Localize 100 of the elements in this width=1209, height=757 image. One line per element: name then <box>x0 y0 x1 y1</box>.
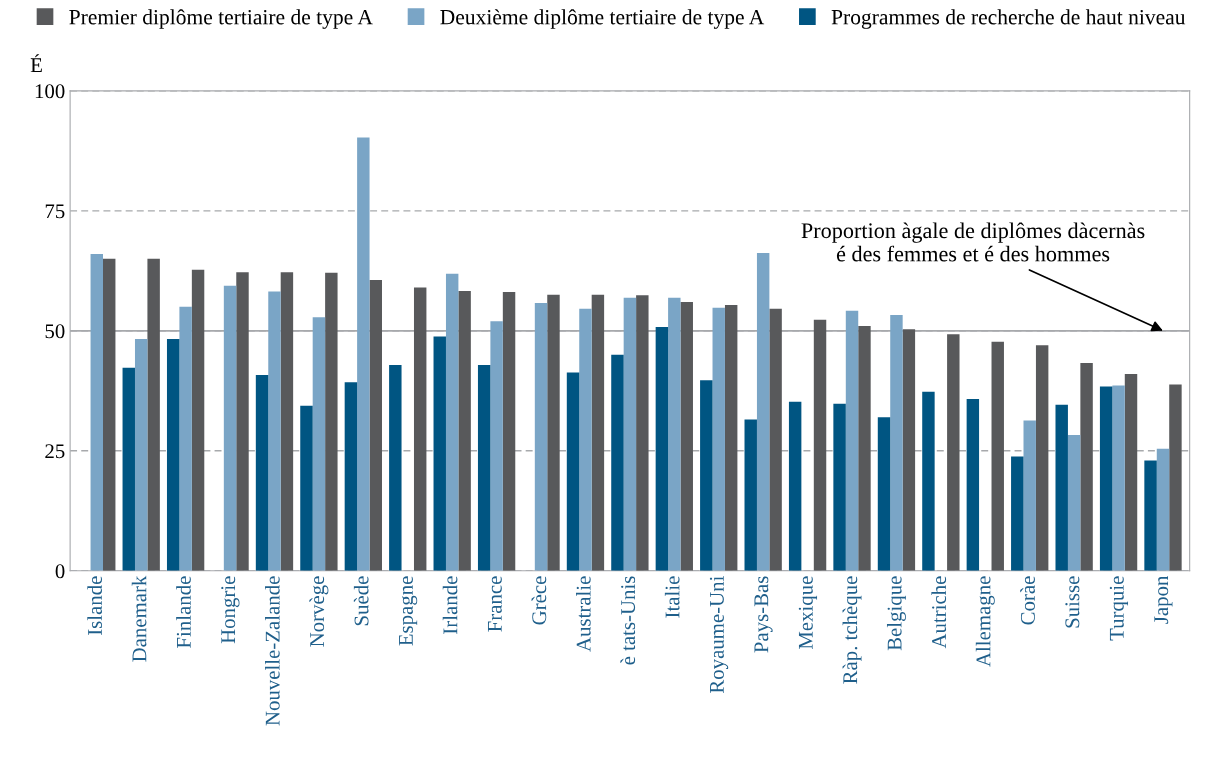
bar <box>756 253 770 571</box>
x-tick-label: Espagne <box>399 576 418 646</box>
bar <box>325 272 338 571</box>
bar <box>890 314 903 571</box>
x-tick-label: Ràp. tchèque <box>842 576 862 684</box>
bar <box>1011 456 1024 571</box>
bar <box>312 317 326 571</box>
bar <box>369 279 382 571</box>
bar <box>845 310 859 571</box>
x-tick-label: Allemagne <box>975 576 995 667</box>
bar <box>534 302 548 571</box>
bar <box>357 137 370 571</box>
x-tick-label: Mexique <box>798 576 818 650</box>
bar <box>1099 386 1113 571</box>
x-tick-label: Italie <box>664 576 680 618</box>
bar <box>1067 434 1081 571</box>
bar <box>1156 448 1170 571</box>
bar <box>769 308 782 571</box>
y-tick-label: 75 <box>45 204 65 219</box>
bar <box>947 334 960 571</box>
x-tick-label: Irlande <box>442 576 458 634</box>
bar <box>445 273 459 571</box>
bar <box>147 258 160 571</box>
bar <box>413 287 427 571</box>
bar <box>236 272 249 571</box>
bar <box>744 419 757 571</box>
bar <box>724 304 738 571</box>
y-tick-label: 0 <box>55 564 65 579</box>
bar <box>122 367 135 571</box>
bar <box>623 297 637 571</box>
x-tick-label: Pays-Bas <box>754 576 773 653</box>
bar <box>1169 384 1182 571</box>
bar <box>712 307 725 571</box>
x-tick-label: Coràe <box>1020 576 1035 625</box>
bar <box>268 291 281 571</box>
bar <box>611 354 624 571</box>
y-tick-label: 50 <box>45 324 65 339</box>
x-tick-label: è tats-Unis <box>620 576 636 665</box>
y-tick-label: 25 <box>45 444 65 459</box>
x-tick-label: Australie <box>576 576 591 652</box>
bar <box>636 295 649 571</box>
bar <box>191 269 205 571</box>
bar <box>547 294 560 571</box>
bar <box>389 364 402 571</box>
bar <box>1112 385 1125 571</box>
bar <box>922 391 935 571</box>
bar <box>477 364 491 571</box>
bar <box>179 306 192 571</box>
legend-label: Premier diplôme tertiaire de type A <box>69 9 373 29</box>
bar <box>1124 374 1138 571</box>
bar <box>788 401 802 571</box>
x-tick-label: Danemark <box>131 575 147 662</box>
bar <box>902 329 916 571</box>
x-tick-label: France <box>487 576 502 632</box>
bar <box>280 272 294 571</box>
bar <box>490 321 503 571</box>
bar <box>103 258 116 571</box>
x-tick-label: Hongrie <box>221 576 240 644</box>
bar <box>90 254 103 571</box>
x-tick-label: Finlande <box>176 576 191 648</box>
bar <box>579 308 592 571</box>
bar <box>877 417 891 571</box>
bar <box>502 291 516 571</box>
bar <box>566 372 580 571</box>
bar <box>833 403 846 571</box>
bar <box>300 405 313 571</box>
bar <box>1023 420 1036 571</box>
bar <box>134 338 148 571</box>
bar <box>655 326 669 571</box>
x-tick-label: Turquie <box>1109 576 1129 641</box>
bar <box>166 338 180 571</box>
bar <box>1144 460 1157 571</box>
x-tick-label: Japon <box>1154 575 1173 624</box>
x-tick-label: Suisse <box>1065 576 1080 628</box>
y-tick-label: 100 <box>35 84 65 99</box>
bar <box>668 297 681 571</box>
annotation: Proportion àgale de diplômes dàcernàs é des femmes et é des hommes <box>801 222 1145 262</box>
x-tick-label: Belgique <box>886 576 906 651</box>
x-tick-label: Nouvelle-Zalande <box>265 576 280 726</box>
legend-label: Programmes de recherche de haut niveau <box>831 9 1186 29</box>
x-tick-label: Suède <box>353 576 369 626</box>
x-tick-label: Norvège <box>309 576 329 647</box>
bar <box>458 290 471 571</box>
bar <box>858 326 871 571</box>
bar <box>344 382 358 571</box>
bar <box>1035 345 1049 571</box>
x-tick-label: Royaume-Uni <box>709 576 729 694</box>
bar <box>966 398 980 571</box>
bar <box>1055 404 1068 571</box>
x-tick-label: Islande <box>87 576 102 636</box>
x-tick-label: Autriche <box>931 576 947 649</box>
bar <box>255 374 269 571</box>
x-tick-label: Grèce <box>531 576 547 625</box>
bar <box>813 319 827 571</box>
legend-label: Deuxième diplôme tertiaire de type A <box>440 9 765 29</box>
bar <box>433 336 446 571</box>
bar <box>591 294 605 571</box>
bar <box>700 380 713 571</box>
y-axis-title: É <box>30 54 42 73</box>
bar <box>1080 362 1093 571</box>
